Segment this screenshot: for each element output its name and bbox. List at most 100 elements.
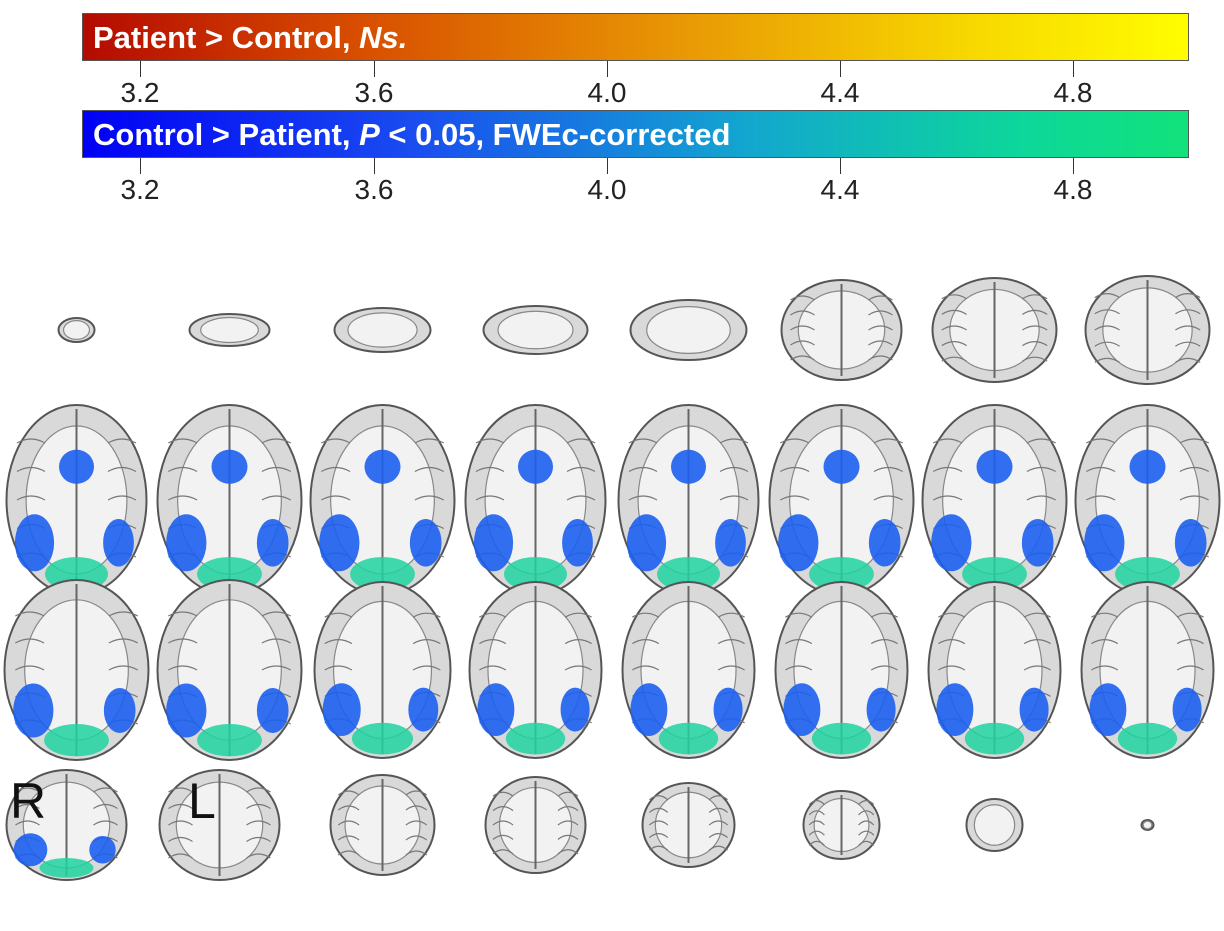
activation-cluster — [477, 683, 515, 736]
activation-cluster — [1117, 722, 1178, 755]
brain-slice — [5, 404, 148, 596]
activation-cluster — [1021, 519, 1054, 567]
brain-slice — [921, 404, 1068, 596]
colorbar-ticks-warm: 3.2 3.6 4.0 4.4 4.8 — [0, 61, 1224, 110]
brain-slice — [309, 404, 456, 596]
colorbar-tick-label: 4.8 — [1053, 174, 1093, 205]
activation-cluster — [868, 519, 901, 567]
colorbar-tick-mark — [607, 61, 608, 77]
colorbar-tick-mark — [374, 158, 375, 174]
activation-cluster — [626, 514, 667, 572]
colorbar-tick-mark — [140, 158, 141, 174]
colorbar-tick-mark — [140, 61, 141, 77]
brain-slice — [780, 279, 903, 381]
activation-cluster — [518, 449, 553, 484]
brain-slice — [965, 798, 1024, 852]
activation-cluster — [256, 519, 289, 567]
colorbar-tick-mark — [1073, 158, 1074, 174]
activation-cluster — [1129, 449, 1166, 484]
brain-slice — [482, 305, 589, 355]
activation-cluster — [1174, 519, 1207, 567]
colorbar-tick-mark — [374, 61, 375, 77]
brain-slice — [3, 579, 150, 761]
brain-slice — [931, 277, 1058, 383]
colorbar-title-cool-suffix: < 0.05, FWEc-corrected — [379, 117, 731, 152]
brain-slice — [464, 404, 607, 596]
activation-cluster — [671, 449, 706, 484]
activation-cluster — [1019, 687, 1049, 732]
activation-cluster — [319, 514, 360, 572]
colorbar-tick-mark — [1073, 61, 1074, 77]
brain-slice — [768, 404, 915, 596]
activation-cluster — [504, 557, 567, 592]
brain-slice — [1080, 581, 1215, 759]
activation-cluster — [560, 687, 590, 732]
colorbar-title-cool: Control > Patient, P < 0.05, FWEc-correc… — [93, 115, 730, 155]
activation-cluster — [14, 514, 55, 572]
colorbar-tick-label: 4.8 — [1053, 77, 1093, 108]
colorbar-tick-label: 3.2 — [120, 174, 160, 205]
activation-cluster — [823, 449, 860, 484]
colorbar-tick-label: 3.6 — [354, 174, 394, 205]
brain-slice — [333, 307, 432, 353]
brain-slice — [158, 769, 281, 881]
activation-cluster — [364, 449, 401, 484]
colorbar-tick-mark — [840, 61, 841, 77]
brain-slice — [156, 404, 303, 596]
activation-cluster — [1172, 687, 1202, 732]
activation-cluster — [783, 683, 821, 736]
colorbar-title-warm: Patient > Control, Ns. — [93, 18, 407, 58]
colorbar-tick-label: 4.0 — [587, 77, 627, 108]
activation-cluster — [715, 519, 746, 567]
activation-cluster — [657, 557, 720, 592]
brain-slice — [617, 404, 760, 596]
brain-slice — [641, 782, 736, 868]
colorbar-tick-mark — [840, 158, 841, 174]
activation-cluster — [473, 514, 514, 572]
activation-cluster — [13, 683, 54, 738]
activation-cluster — [166, 683, 207, 738]
colorbar-patient-gt-control: Patient > Control, Ns. — [82, 13, 1189, 61]
activation-cluster — [89, 836, 116, 864]
orientation-right-label: R — [10, 773, 47, 829]
brain-slice — [468, 581, 603, 759]
brain-slice — [802, 790, 881, 860]
activation-cluster — [658, 722, 719, 755]
brain-slice — [1140, 819, 1155, 831]
brain-slice — [774, 581, 909, 759]
activation-cluster — [809, 557, 874, 592]
brain-slice — [188, 313, 271, 347]
activation-cluster — [562, 519, 593, 567]
activation-cluster — [211, 449, 248, 484]
activation-cluster — [103, 688, 136, 733]
activation-cluster — [409, 519, 442, 567]
activation-cluster — [408, 687, 439, 732]
brain-slice — [156, 579, 303, 761]
brain-slice — [313, 581, 452, 759]
activation-cluster — [1115, 557, 1180, 592]
colorbar-tick-label: 3.2 — [120, 77, 160, 108]
activation-cluster — [1089, 683, 1127, 736]
activation-cluster — [59, 449, 94, 484]
colorbar-title-warm-text: Patient > Control, — [93, 20, 360, 55]
activation-cluster — [256, 688, 289, 733]
activation-cluster — [13, 833, 48, 867]
brain-slice — [329, 774, 436, 876]
activation-cluster — [1084, 514, 1125, 572]
activation-cluster — [350, 557, 415, 592]
activation-cluster — [936, 683, 974, 736]
brain-slice — [927, 581, 1062, 759]
activation-cluster — [811, 722, 872, 755]
colorbar-tick-label: 4.0 — [587, 174, 627, 205]
brain-slice — [5, 769, 128, 881]
colorbar-title-cool-italic: P — [359, 117, 380, 152]
activation-cluster — [630, 683, 668, 736]
activation-cluster — [103, 519, 134, 567]
brain-slice — [1074, 404, 1221, 596]
activation-cluster — [197, 724, 262, 757]
activation-cluster — [976, 449, 1013, 484]
activation-cluster — [778, 514, 819, 572]
activation-cluster — [351, 722, 414, 755]
brain-slice — [629, 299, 748, 361]
colorbar-tick-label: 3.6 — [354, 77, 394, 108]
